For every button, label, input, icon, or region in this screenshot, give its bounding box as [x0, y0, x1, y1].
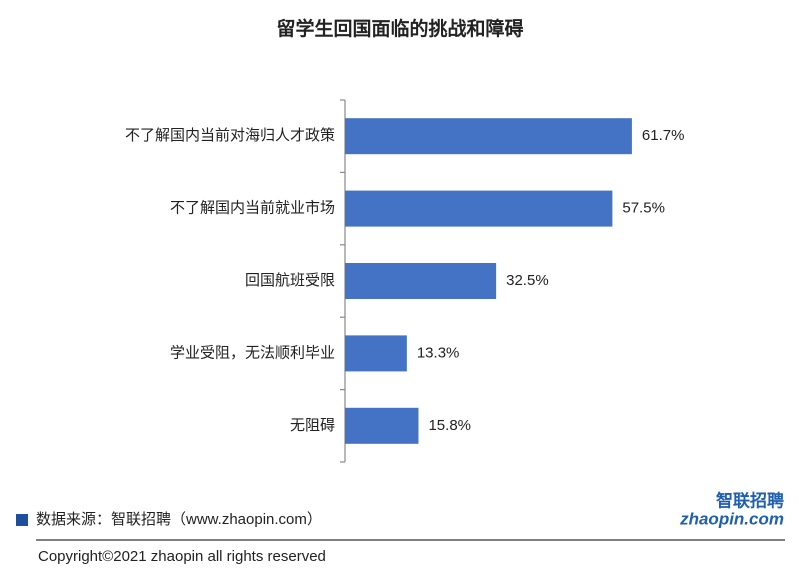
source-note: 数据来源：智联招聘（www.zhaopin.com） — [36, 510, 322, 528]
logo-top: 智联招聘 — [716, 490, 784, 510]
bar — [345, 118, 632, 155]
bar — [345, 190, 613, 227]
copyright: Copyright©2021 zhaopin all rights reserv… — [38, 548, 326, 565]
value-label: 13.3% — [417, 344, 460, 361]
logo-bottom: zhaopin.com — [679, 509, 784, 528]
y-tick-label: 不了解国内当前对海归人才政策 — [125, 127, 335, 144]
value-label: 57.5% — [622, 200, 665, 217]
chart-title: 留学生回国面临的挑战和障碍 — [276, 17, 523, 40]
value-label: 61.7% — [642, 127, 685, 144]
bar — [345, 335, 407, 372]
y-tick-label: 不了解国内当前就业市场 — [170, 200, 335, 217]
y-tick-label: 回国航班受限 — [245, 272, 335, 289]
bar — [345, 407, 419, 444]
y-tick-label: 学业受阻，无法顺利毕业 — [170, 344, 335, 361]
value-label: 15.8% — [428, 417, 471, 434]
value-label: 32.5% — [506, 272, 549, 289]
y-tick-label: 无阻碍 — [290, 417, 335, 434]
legend-square — [16, 514, 28, 526]
bar — [345, 263, 497, 299]
